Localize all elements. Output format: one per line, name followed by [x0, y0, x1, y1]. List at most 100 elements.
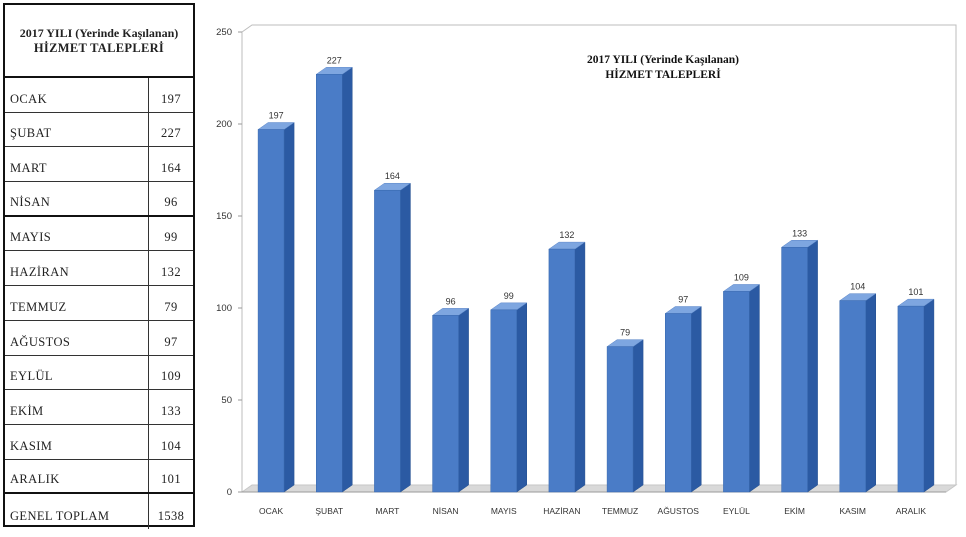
table-cell-month: AĞUSTOS [5, 320, 149, 355]
data-label: 132 [559, 230, 574, 240]
data-label: 109 [734, 272, 749, 282]
y-tick-label: 100 [216, 303, 232, 314]
bar-side [865, 293, 876, 493]
bar-side [691, 306, 702, 493]
table-row: ARALIK 101 [5, 459, 193, 495]
table-cell-value: 99 [164, 230, 178, 245]
bar-side [923, 298, 935, 493]
table-row: TEMMUZ 79 [5, 286, 193, 321]
data-label: 227 [327, 55, 342, 65]
table-cell-month: ŞUBAT [5, 112, 149, 147]
table-row: HAZİRAN 132 [5, 251, 193, 287]
y-tick-label: 50 [221, 395, 232, 406]
x-tick-label: NİSAN [433, 506, 459, 516]
table-cell-value: 227 [161, 126, 181, 141]
table-cell-value: 79 [164, 299, 178, 314]
bar-side [283, 122, 295, 493]
table-title-line1: 2017 YILI (Yerinde Kaşılanan) [19, 25, 179, 40]
table-cell-month: OCAK [5, 78, 149, 112]
y-tick-label: 0 [227, 487, 232, 498]
chart-svg: 2017 YILI (Yerinde Kaşılanan) HİZMET TAL… [216, 24, 958, 516]
table-cell-value: 1538 [157, 508, 185, 523]
table-cell-month: KASIM [5, 424, 149, 459]
y-tick-label: 200 [216, 119, 232, 130]
table-row: KASIM 104 [5, 424, 193, 460]
table-cell-value: 132 [161, 265, 181, 280]
y-tick-label: 250 [216, 27, 232, 38]
table-row: MART 164 [5, 147, 193, 183]
bar [316, 74, 343, 493]
x-tick-label: MART [375, 506, 399, 516]
bar [897, 305, 925, 493]
table-cell-value: 104 [161, 438, 181, 453]
chart: 2017 YILI (Yerinde Kaşılanan) HİZMET TAL… [196, 0, 966, 532]
table-cell-value: 97 [164, 334, 178, 349]
bar [781, 247, 808, 493]
y-tick-label: 150 [216, 211, 232, 222]
data-label: 99 [504, 291, 514, 301]
bar [665, 313, 692, 493]
data-label: 79 [620, 328, 630, 338]
table-body: OCAK 197 ŞUBAT 227 MART 164 NİSAN 96 MAYIS 99 HAZİ… [5, 78, 193, 529]
table-title: 2017 YILI (Yerinde Kaşılanan) HİZMET TAL… [5, 5, 193, 78]
table-cell-value: 164 [161, 161, 181, 176]
table-cell-value: 96 [164, 194, 178, 209]
table-cell-month: EKİM [5, 390, 149, 424]
table-cell-value: 197 [161, 91, 181, 106]
bar [839, 300, 866, 493]
data-label: 133 [792, 228, 807, 238]
table-cell-month: MAYIS [5, 216, 149, 251]
bar-side [458, 307, 469, 493]
x-tick-label: AĞUSTOS [658, 506, 700, 516]
table-cell-month: EYLÜL [5, 355, 149, 390]
x-tick-label: EKİM [784, 506, 805, 516]
data-label: 197 [269, 111, 284, 121]
data-label: 96 [446, 296, 456, 306]
bar [606, 346, 634, 493]
table-cell-month: HAZİRAN [5, 251, 149, 286]
bar [723, 291, 750, 493]
table-row: EKİM 133 [5, 390, 193, 425]
bar-side [400, 182, 411, 493]
chart-wall [241, 24, 957, 492]
bar [257, 129, 285, 493]
data-label: 97 [678, 295, 688, 305]
bar [548, 248, 576, 493]
x-tick-label: ŞUBAT [315, 506, 343, 516]
chart-title-line2: HİZMET TALEPLERİ [605, 67, 721, 81]
data-label: 104 [850, 282, 865, 292]
table-cell-value: 109 [161, 369, 181, 384]
table-cell-month: NİSAN [5, 182, 149, 215]
x-tick-label: MAYIS [491, 506, 517, 516]
table-row: EYLÜL 109 [5, 355, 193, 391]
bar-side [807, 239, 818, 493]
data-label: 101 [908, 287, 923, 297]
table-title-line2: HİZMET TALEPLERİ [33, 40, 165, 55]
data-label: 164 [385, 171, 400, 181]
x-tick-label: ARALIK [896, 506, 927, 516]
table-cell-month: ARALIK [5, 459, 149, 493]
data-table: 2017 YILI (Yerinde Kaşılanan) HİZMET TAL… [3, 3, 195, 529]
table-row: OCAK 197 [5, 78, 193, 113]
bar-side [749, 283, 760, 493]
chart-title-line1: 2017 YILI (Yerinde Kaşılanan) [587, 54, 739, 66]
bar-side [342, 66, 353, 493]
table-row: MAYIS 99 [5, 216, 193, 252]
table-row: ŞUBAT 227 [5, 112, 193, 148]
bar-side [574, 241, 586, 493]
table-row: AĞUSTOS 97 [5, 320, 193, 356]
bar [490, 309, 517, 493]
table-cell-month: MART [5, 147, 149, 182]
x-tick-label: TEMMUZ [602, 506, 638, 516]
bar [432, 315, 459, 493]
x-tick-label: OCAK [259, 506, 283, 516]
x-tick-label: EYLÜL [723, 506, 750, 516]
bar [374, 189, 401, 493]
table-cell-value: 133 [161, 403, 181, 418]
bar-side [516, 302, 527, 493]
table-cell-value: 101 [161, 472, 181, 487]
bar-side [632, 339, 644, 493]
table-cell-month: GENEL TOPLAM [5, 494, 149, 529]
table-row: NİSAN 96 [5, 182, 193, 217]
table-row: GENEL TOPLAM 1538 [5, 494, 193, 529]
